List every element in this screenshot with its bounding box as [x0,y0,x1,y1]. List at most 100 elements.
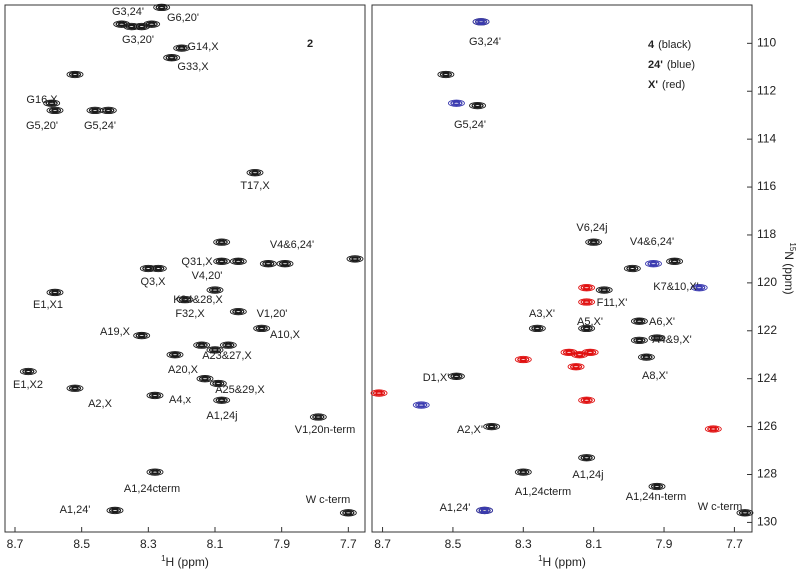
peak [412,401,430,409]
peak-label: V1,20' [257,308,288,320]
peak-contour [309,413,327,421]
peak [176,295,194,304]
peak-contour [137,24,146,29]
peak-contour [668,258,681,265]
peak [736,509,754,517]
peak-contour [572,364,580,369]
peak-label: G3,20' [122,34,154,46]
y-tick-label: 114 [757,131,776,145]
peak-contour [633,337,646,344]
peak-contour [442,72,450,77]
y-tick-label: 124 [757,371,777,385]
peak-contour [213,257,231,265]
peak [66,384,84,392]
peak-contour [127,24,136,29]
x-tick-label: 8.1 [207,537,224,551]
peak-contour [528,324,546,333]
peak-contour [146,468,164,476]
peak-contour [43,99,61,107]
peak-contour [66,70,84,79]
peak-contour [257,326,266,331]
peak-label: G5,24' [84,120,116,132]
peak-label: D1,X' [423,372,450,384]
peak [46,106,64,115]
peak [229,257,247,265]
peak [246,169,264,177]
peak [213,238,231,246]
peak-contour [145,21,158,27]
peak-contour [51,108,59,113]
peak-contour [485,423,498,430]
peak-contour [582,285,591,290]
peak-contour [234,259,243,264]
y-tick-label: 118 [757,227,776,241]
peak-contour [24,369,33,374]
peak-contour [133,331,151,340]
peak-label: Q3,X [140,276,166,288]
peak [666,257,684,265]
peak-contour [709,427,718,431]
peak-contour [146,391,164,400]
peak-contour [248,169,262,176]
peak-contour [666,257,684,265]
peak-contour [635,319,644,324]
peak [648,482,666,491]
peak-contour [480,508,489,513]
peak-contour [653,336,661,340]
peak-contour [151,393,159,398]
peak-contour [472,18,490,26]
panel-frame [4,4,366,533]
peak-contour [234,309,243,314]
x-tick-label: 8.1 [585,537,602,551]
peak [645,260,662,268]
peak-contour [584,349,597,356]
peak-label: A1,24' [440,502,471,514]
peak-contour [372,390,386,396]
y-label-sup: 15 [788,242,797,251]
peak [585,238,603,246]
peak-label: G5,24' [454,119,486,131]
peak [483,422,501,431]
x-label-text: H (ppm) [166,555,209,569]
peak [229,307,247,316]
peak [472,18,490,26]
peak-contour [478,507,491,514]
peak-contour [415,402,428,408]
peak-contour [149,264,167,273]
peak [704,425,722,433]
peak-contour [575,352,584,357]
peak-contour [152,265,165,272]
peak-label: F11,X' [597,297,628,309]
peak-label: G5,20' [26,120,58,132]
peak-contour [68,385,82,392]
peak-contour [648,334,666,342]
peak-contour [198,375,212,382]
peak-contour [215,239,228,245]
peak-contour [514,355,532,364]
peak-contour [193,341,211,349]
peak-contour [211,288,219,293]
peak-contour [578,396,596,404]
peak-contour [642,355,651,360]
peak-contour [578,298,596,306]
peak-contour [474,18,488,25]
peak-contour [469,101,487,110]
peak-contour [645,260,662,268]
peak-contour [217,259,226,264]
peak-label: G16,X [26,94,58,106]
peak-label: T17,X [240,180,270,192]
peak [276,260,294,268]
peak [19,367,37,376]
y-tick-label: 116 [757,179,776,193]
peak-contour [108,507,122,514]
peak-contour [600,288,608,293]
peak-label: A6,X' [649,316,675,328]
peak-label: A1,24j [206,410,237,422]
peak [309,413,327,421]
peak-contour [519,470,528,475]
peak-label: V6,24j [576,222,607,234]
peak-contour [153,3,171,12]
peak-contour [22,368,35,375]
peak-contour [585,238,603,246]
peak-label: A4,x [169,394,192,406]
